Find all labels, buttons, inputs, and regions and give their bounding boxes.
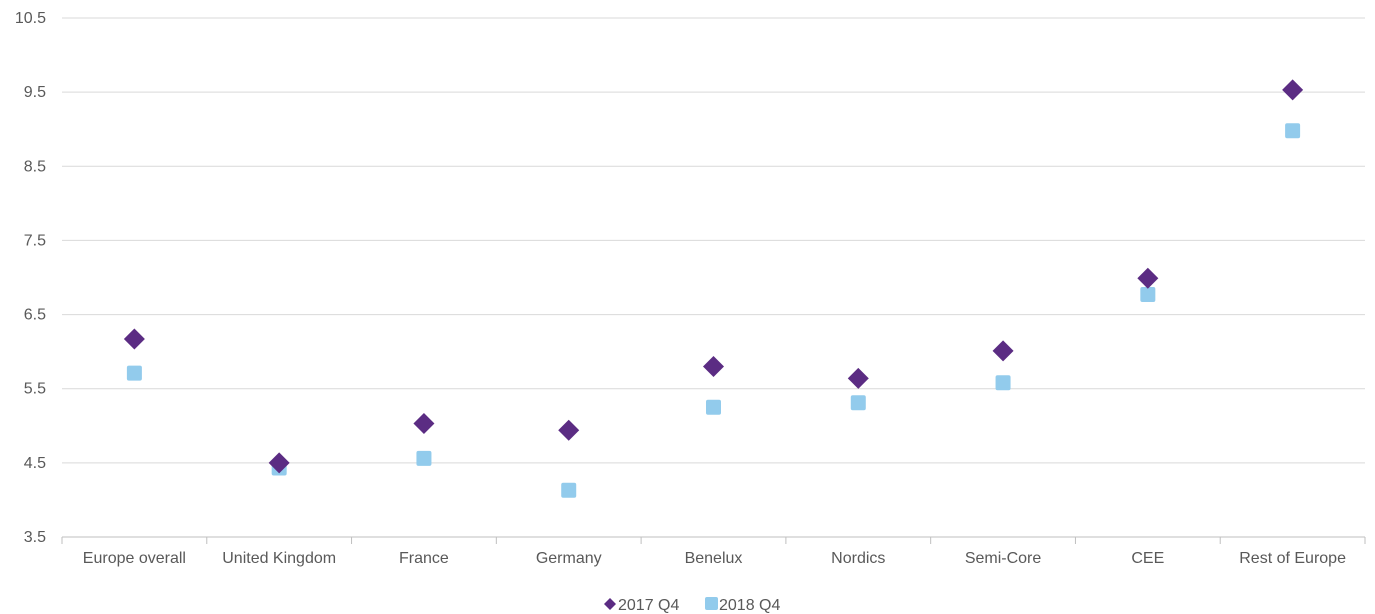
y-tick-label: 10.5 <box>15 10 46 27</box>
series-2018-q4-points <box>126 123 1301 498</box>
grid-lines <box>62 17 1365 464</box>
x-tick-label: Europe overall <box>83 550 186 567</box>
x-axis-ticks <box>61 537 1366 544</box>
legend-diamond-marker <box>604 598 616 610</box>
data-point-2017-q4[interactable] <box>123 328 145 350</box>
legend-item-2018-q4[interactable]: 2018 Q4 <box>705 597 780 614</box>
data-point-2017-q4[interactable] <box>847 367 869 389</box>
y-tick-label: 8.5 <box>24 158 46 175</box>
data-point-2017-q4[interactable] <box>558 419 580 441</box>
y-axis-tick-labels: 3.5 4.5 5.5 6.5 7.5 8.5 9.5 10.5 <box>15 10 46 546</box>
y-tick-label: 5.5 <box>24 381 46 398</box>
legend: 2017 Q4 2018 Q4 <box>604 597 780 614</box>
x-tick-label: Semi-Core <box>965 550 1042 567</box>
x-tick-label: Germany <box>536 550 602 567</box>
data-point-2018-q4[interactable] <box>126 365 142 381</box>
legend-item-2017-q4[interactable]: 2017 Q4 <box>604 597 679 614</box>
x-tick-label: France <box>399 550 449 567</box>
x-tick-label: Rest of Europe <box>1239 550 1346 567</box>
legend-label-2017-q4: 2017 Q4 <box>618 597 679 614</box>
data-point-2017-q4[interactable] <box>413 413 435 435</box>
data-point-2018-q4[interactable] <box>561 482 577 498</box>
x-tick-label: Nordics <box>831 550 885 567</box>
data-point-2017-q4[interactable] <box>268 452 290 474</box>
x-tick-label: Benelux <box>685 550 743 567</box>
x-axis-tick-labels: Europe overall United Kingdom France German… <box>83 550 1346 567</box>
data-point-2018-q4[interactable] <box>1140 287 1156 303</box>
y-tick-label: 9.5 <box>24 84 46 101</box>
data-point-2018-q4[interactable] <box>416 450 432 466</box>
y-tick-label: 7.5 <box>24 232 46 249</box>
data-point-2018-q4[interactable] <box>1285 123 1301 139</box>
x-tick-label: United Kingdom <box>222 550 336 567</box>
y-tick-label: 4.5 <box>24 455 46 472</box>
x-tick-label: CEE <box>1131 550 1164 567</box>
series-2017-q4-points <box>123 79 1304 474</box>
y-tick-label: 6.5 <box>24 307 46 324</box>
data-point-2017-q4[interactable] <box>1137 267 1159 289</box>
data-point-2018-q4[interactable] <box>850 395 866 411</box>
data-point-2018-q4[interactable] <box>706 399 721 415</box>
data-point-2017-q4[interactable] <box>703 355 724 377</box>
data-point-2018-q4[interactable] <box>995 375 1011 391</box>
data-point-2017-q4[interactable] <box>1282 79 1304 101</box>
legend-label-2018-q4: 2018 Q4 <box>719 597 780 614</box>
data-point-2017-q4[interactable] <box>992 340 1014 362</box>
y-tick-label: 3.5 <box>24 529 46 546</box>
legend-square-marker <box>705 597 718 610</box>
